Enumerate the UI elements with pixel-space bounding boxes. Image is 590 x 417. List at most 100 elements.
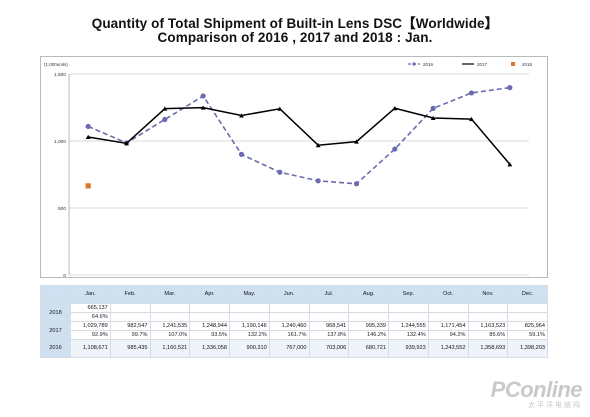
table-value-cell: 1,240,460 [268,321,310,331]
watermark-sub: 太平洋电脑网 [528,402,582,409]
y-tick-label: 0 [63,273,66,279]
table-value-cell [348,303,389,313]
chart-title: Quantity of Total Shipment of Built-in L… [91,16,499,31]
legend-label-2017: 2017 [477,62,488,67]
table-header-row: Jan. Feb. Mar. Apr. May. Jun. Jul. Aug. Sep. Oct.… [40,285,548,304]
table-value-cell: 1,160,521 [149,339,191,358]
table-header-cell: Jan. [70,285,111,304]
table-row: 2018 665,137 [40,303,548,322]
data-point-2017 [200,105,206,110]
table-value-cell [268,303,310,313]
table-header-cell: Jul. [308,285,350,304]
table-row: 2017 1,029,789 982,547 1,241,535 1,248,944 1,… [40,321,548,340]
table-value-cell: 1,336,058 [189,339,230,358]
line-chart: (1,000units) 0 500 1,000 1,500 2016 2017 2018 [44,62,533,279]
table-pct-cell [308,312,350,322]
data-point-2017 [392,106,398,111]
table-value-cell [149,303,191,313]
table-value-cell: 1,244,555 [388,321,429,331]
table-value-cell: 1,190,146 [229,321,270,331]
table-pct-cell: 161.7% [268,330,310,340]
table-pct-cell: 146.2% [348,330,389,340]
table-value-cell [189,303,230,313]
table-value-cell [467,303,509,313]
table-pct-cell [109,312,151,322]
data-point-2017 [239,113,244,118]
data-point-2016 [315,178,321,184]
table-value-cell: 665,137 [70,303,111,313]
data-point-2016 [468,90,475,96]
data-point-2016 [277,169,283,175]
table-value-cell: 1,243,552 [427,339,469,358]
table-value-cell: 1,358,693 [467,339,509,358]
table-header-cell: Nov. [467,285,509,304]
series-line-2017 [88,106,511,165]
table-value-cell [229,303,270,313]
table-pct-cell [268,312,310,322]
table-year-cell: 2018 [40,303,71,322]
table-pct-cell: 99.7% [109,330,151,340]
table-value-cell: 982,547 [109,321,151,331]
chart-frame: (1,000units) 0 500 1,000 1,500 2016 2017 2018 [40,56,548,279]
table-value-cell: 985,435 [109,339,151,358]
table-pct-cell: 92.9% [70,330,111,340]
table-pct-cell [388,312,429,322]
data-point-2016 [162,116,168,123]
table-value-cell: 703,006 [308,339,350,358]
table-value-cell [507,303,548,313]
table-header-cell: Apr. [189,285,230,304]
data-point-2018 [85,183,91,189]
table-header-cell: Mar. [149,285,191,304]
table-year-cell: 2017 [40,321,71,340]
legend-label-2018: 2018 [522,62,533,67]
table-pct-cell [507,312,548,322]
data-point-2017 [469,116,474,122]
table-value-cell: 1,241,535 [149,321,191,331]
data-table: Jan. Feb. Mar. Apr. May. Jun. Jul. Aug. Sep. Oct.… [40,285,548,358]
table-pct-cell [229,312,270,322]
data-point-2016 [85,123,91,130]
data-point-2017 [315,143,321,148]
table-pct-cell: 94.2% [427,330,469,340]
table-pct-row: 64.6% [41,312,548,322]
table-header-cell: Dec. [507,285,548,304]
table-pct-cell: 64.6% [70,312,111,322]
table-value-cell: 1,398,203 [507,339,548,358]
data-point-2017 [430,115,436,121]
table-value-cell [427,303,469,313]
table-value-cell [109,303,151,313]
legend-swatch-2018 [511,62,515,66]
table-pct-cell [149,312,191,322]
table-pct-cell: 85.6% [467,330,509,340]
data-point-2016 [430,105,436,111]
data-point-2017 [277,106,283,111]
y-tick-label: 500 [58,206,66,212]
table-pct-cell: 132.4% [388,330,429,340]
data-point-2016 [238,151,245,157]
table-pct-cell [189,312,230,322]
table-row: 2016 1,108,671 985,435 1,160,521 1,336,058 90… [40,339,548,358]
table-header-cell: Feb. [109,285,151,304]
unit-label: (1,000units) [44,62,68,67]
table-value-cell: 825,964 [507,321,548,331]
data-point-2016 [200,93,206,99]
table-value-cell: 1,108,671 [70,339,111,358]
table-value-cell: 1,248,944 [189,321,230,331]
table-value-cell: 900,310 [229,339,270,358]
data-point-2017 [85,134,91,140]
table-pct-cell: 132.2% [229,330,270,340]
watermark-main: PConline [490,377,583,402]
table-pct-cell [467,312,509,322]
y-tick-label: 1,500 [54,72,66,78]
legend-label-2016: 2016 [423,62,434,67]
data-point-2016 [392,146,398,152]
table-value-cell: 680,721 [348,339,389,358]
table-value-cell: 939,923 [388,339,429,358]
data-point-2017 [124,141,129,146]
table-value-cell [308,303,350,313]
table-pct-cell: 137.8% [308,330,350,340]
table-header-cell: Aug. [348,285,389,304]
chart-subtitle: Comparison of 2016 , 2017 and 2018 : Jan… [157,30,433,45]
data-point-2017 [354,139,359,144]
watermark-logo: PConline 太平洋电脑网 [490,377,583,410]
